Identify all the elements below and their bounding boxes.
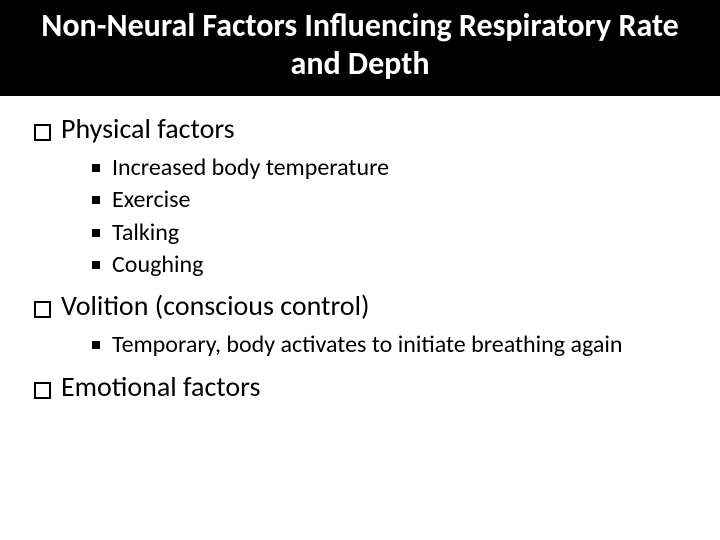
list-item: Temporary, body activates to initiate br…	[92, 329, 686, 361]
square-bullet-icon	[92, 164, 100, 172]
list-item-text: Increased body temperature	[112, 152, 389, 184]
list-item: Talking	[92, 217, 686, 249]
list-item-text: Coughing	[112, 249, 203, 281]
square-bullet-icon	[92, 196, 100, 204]
section-heading: Volition (conscious control)	[34, 287, 686, 325]
section-items: Increased body temperature Exercise Talk…	[92, 152, 686, 282]
list-item-text: Talking	[112, 217, 179, 249]
section-heading-text: Emotional factors	[61, 368, 260, 406]
title-band: Non-Neural Factors Influencing Respirato…	[0, 0, 720, 96]
section-heading-text: Physical factors	[61, 110, 235, 148]
square-bullet-icon	[34, 382, 51, 399]
list-item: Exercise	[92, 184, 686, 216]
square-bullet-icon	[92, 261, 100, 269]
slide-content: Physical factors Increased body temperat…	[0, 96, 720, 405]
square-bullet-icon	[92, 229, 100, 237]
section-heading: Emotional factors	[34, 368, 686, 406]
section-heading-text: Volition (conscious control)	[61, 287, 369, 325]
section-items: Temporary, body activates to initiate br…	[92, 329, 686, 361]
list-item: Increased body temperature	[92, 152, 686, 184]
list-item-text: Exercise	[112, 184, 190, 216]
list-item-text: Temporary, body activates to initiate br…	[112, 329, 622, 361]
list-item: Coughing	[92, 249, 686, 281]
square-bullet-icon	[34, 124, 51, 141]
slide-title: Non-Neural Factors Influencing Respirato…	[20, 7, 700, 84]
square-bullet-icon	[34, 301, 51, 318]
section-heading: Physical factors	[34, 110, 686, 148]
square-bullet-icon	[92, 341, 100, 349]
